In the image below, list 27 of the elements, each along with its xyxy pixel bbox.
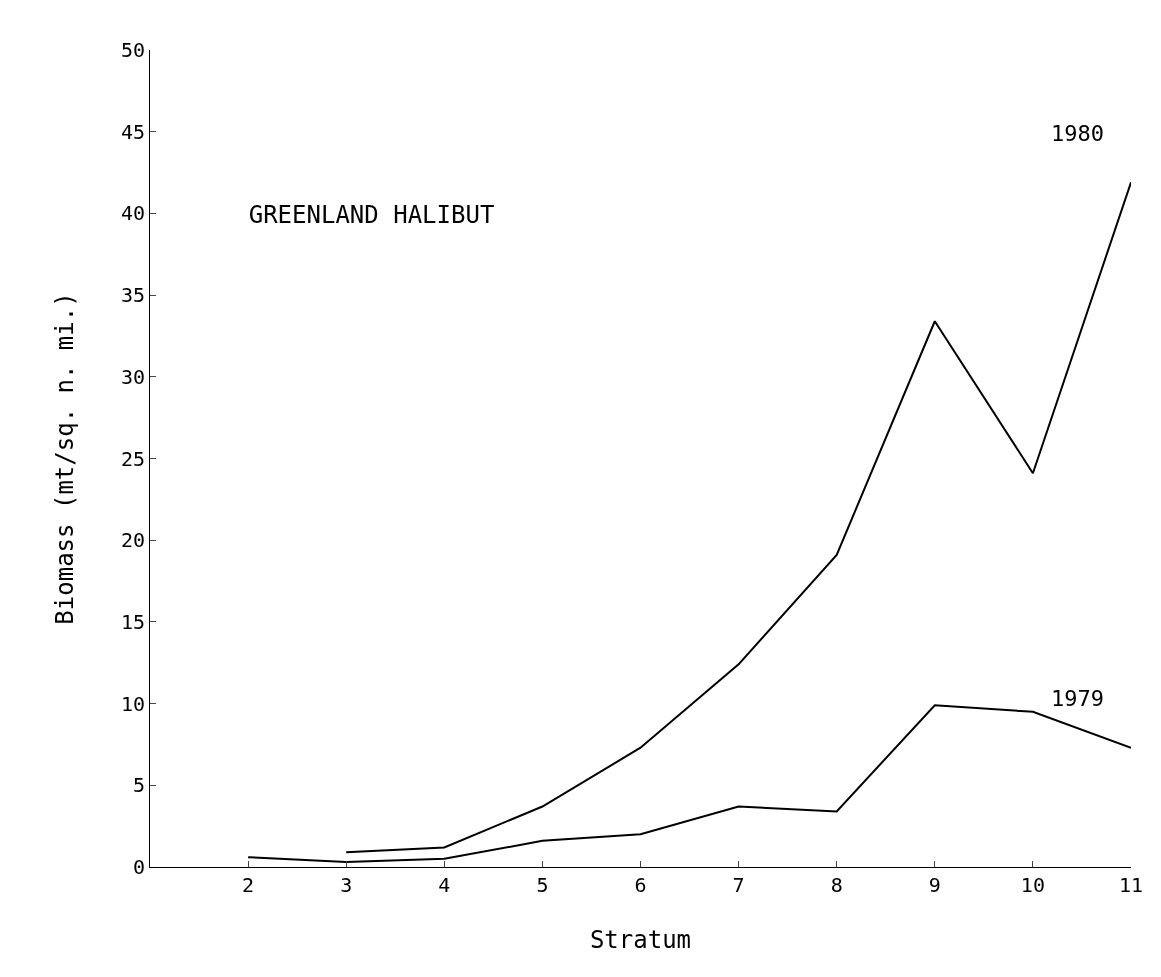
y-tick-label: 0 (132, 855, 145, 879)
y-tick-label: 10 (120, 691, 145, 716)
y-tick-label: 50 (120, 38, 145, 62)
x-tick-label: 9 (928, 873, 941, 897)
y-tick-label: 45 (120, 119, 145, 144)
x-tick-label: 2 (242, 873, 255, 897)
x-tick-label: 7 (732, 873, 745, 897)
y-tick-label: 30 (120, 364, 145, 389)
x-tick-label: 3 (340, 873, 353, 897)
x-tick-label: 10 (1020, 873, 1045, 897)
series-label: 1979 (1051, 686, 1104, 711)
x-tick-label: 6 (634, 873, 647, 897)
text: GREENLAND HALIBUT (248, 201, 495, 230)
y-tick-label: 5 (132, 773, 145, 798)
line-series (247, 704, 1131, 864)
y-tick-label: 20 (120, 528, 145, 553)
y-tick-label: 35 (120, 283, 145, 308)
y-tick-label: 15 (120, 609, 145, 634)
y-tick-label: 40 (120, 201, 145, 226)
x-tick-label: 5 (536, 873, 549, 897)
y-tick-label: 25 (120, 446, 145, 471)
x-tick-label: 4 (438, 873, 451, 897)
x-axis-title: Stratum (589, 926, 692, 955)
x-tick-label: 8 (830, 873, 843, 897)
y-axis-title: Biomass (mt/sq. n. mi.) (51, 292, 80, 625)
x-tick-label: 11 (1118, 873, 1144, 897)
text: 1980 (1051, 121, 1104, 146)
